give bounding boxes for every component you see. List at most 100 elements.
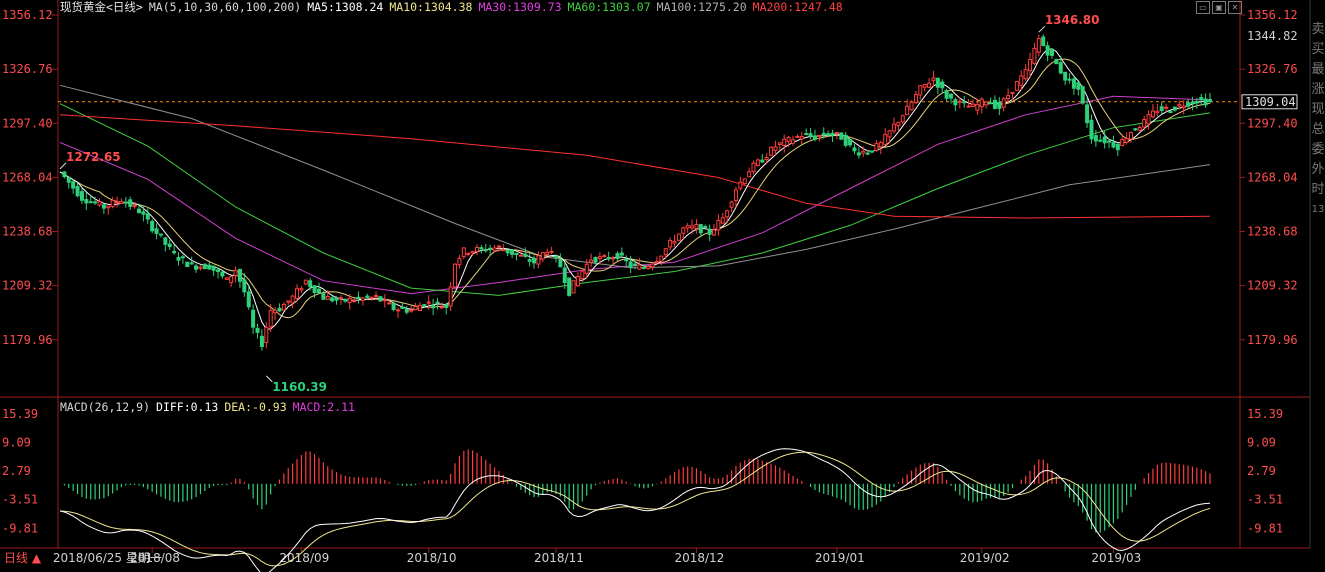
candle-down (606, 257, 611, 260)
candle-up (834, 131, 839, 134)
candle-up (646, 266, 651, 270)
candle-up (663, 248, 668, 256)
candle-down (944, 89, 949, 99)
macd-dea: DEA:-0.93 (224, 400, 287, 414)
candle-down (220, 271, 225, 277)
candle-down (1093, 135, 1098, 142)
candle-up (1155, 110, 1160, 114)
candle-up (571, 280, 576, 294)
candle-up (387, 302, 392, 305)
candle-up (589, 259, 594, 263)
price-tick-right: 1326.76 (1247, 62, 1298, 76)
candle-up (1137, 127, 1142, 131)
candle-down (185, 261, 190, 268)
window-icon[interactable]: ▭ (1196, 1, 1210, 14)
candle-up (738, 181, 743, 189)
candle-down (483, 249, 488, 252)
candle-up (273, 309, 278, 314)
candle-up (764, 157, 769, 160)
candle-down (93, 201, 98, 204)
candle-down (330, 297, 335, 302)
candle-up (1019, 75, 1024, 86)
candle-down (848, 138, 853, 146)
price-tick-left: 1179.96 (2, 333, 53, 347)
candle-down (812, 135, 817, 140)
price-tick-right: 1297.40 (1247, 116, 1298, 130)
candle-up (668, 239, 673, 248)
close-icon[interactable]: ✕ (1228, 1, 1242, 14)
macd-tick-right: 15.39 (1247, 407, 1283, 421)
candle-up (1028, 59, 1033, 72)
candle-up (299, 288, 304, 291)
candle-down (154, 228, 159, 235)
candle-down (935, 77, 940, 88)
candle-up (1006, 95, 1011, 100)
candle-down (1085, 104, 1090, 124)
candle-up (457, 258, 462, 266)
candle-up (913, 94, 918, 104)
candle-up (918, 85, 923, 96)
annotation-label: 1346.80 (1045, 13, 1100, 27)
candle-down (852, 147, 857, 152)
candle-up (461, 247, 466, 258)
candle-up (290, 295, 295, 304)
candle-up (799, 136, 804, 140)
candle-down (1063, 71, 1068, 81)
candle-down (202, 263, 207, 270)
chart-title: 现货黄金<日线> (60, 0, 143, 14)
macd-dea-line (59, 451, 1211, 567)
candle-up (905, 105, 910, 116)
macd-tick-left: 9.09 (2, 436, 31, 450)
price-tick-right: 1209.32 (1247, 279, 1298, 293)
candle-down (826, 133, 831, 136)
bottom-bar: 日线 ▲ 2018/06/25 星期一 (0, 550, 162, 566)
candle-down (334, 297, 339, 301)
candle-up (580, 270, 585, 279)
macd-diff-line (59, 448, 1211, 572)
ma5-value: MA5:1308.24 (307, 0, 384, 14)
candle-up (325, 296, 330, 300)
candle-up (874, 142, 879, 151)
candle-up (474, 246, 479, 252)
candle-up (922, 84, 927, 88)
candle-up (1177, 103, 1182, 107)
candle-up (264, 327, 269, 344)
candle-down (953, 99, 958, 106)
candle-down (615, 253, 620, 260)
candle-down (189, 262, 194, 265)
candle-up (1032, 47, 1037, 65)
candle-down (444, 304, 449, 308)
restore-icon[interactable]: ▣ (1212, 1, 1226, 14)
candle-up (1001, 98, 1006, 108)
macd-value: MACD:2.11 (292, 400, 355, 414)
candle-up (413, 306, 418, 311)
candle-up (584, 263, 589, 274)
candle-down (1203, 98, 1208, 106)
candle-down (316, 288, 321, 294)
candle-down (1115, 143, 1120, 151)
candle-up (729, 201, 734, 208)
period-selector[interactable]: 日线 ▲ (4, 551, 42, 565)
candle-up (540, 252, 545, 260)
candle-down (510, 249, 515, 255)
candle-down (163, 237, 168, 245)
chart-header: 现货黄金<日线> MA(5,10,30,60,100,200) MA5:1308.2… (60, 0, 849, 14)
macd-tick-right: 9.09 (1247, 436, 1276, 450)
sidebar-char: 外 (1311, 162, 1325, 177)
candle-up (1164, 106, 1169, 109)
candle-down (505, 249, 510, 254)
candle-up (755, 159, 760, 167)
candle-down (808, 133, 813, 137)
candle-up (501, 249, 506, 252)
candle-down (1054, 59, 1059, 65)
sidebar-char: 卖 (1311, 22, 1325, 37)
sidebar-char: 买 (1311, 42, 1325, 57)
candle-up (883, 134, 888, 145)
candle-up (575, 276, 580, 287)
candle-down (821, 132, 826, 136)
candle-up (694, 223, 699, 229)
candle-down (527, 259, 532, 262)
candle-up (382, 299, 387, 302)
annotation-pointer (1038, 25, 1046, 33)
